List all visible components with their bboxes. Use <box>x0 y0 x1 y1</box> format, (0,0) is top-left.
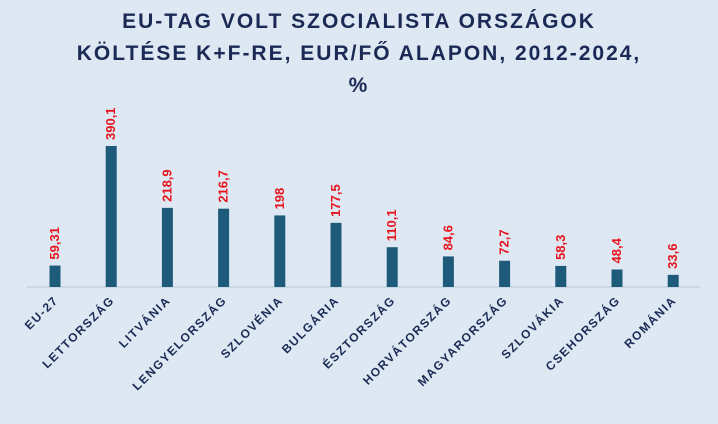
bar <box>218 208 230 287</box>
data-label: 177,5 <box>328 184 343 217</box>
bar <box>386 247 398 287</box>
category-label: MAGYARORSZÁG <box>414 293 511 390</box>
bar <box>49 265 61 287</box>
category-label: EU-27 <box>22 293 61 332</box>
bar <box>330 222 342 287</box>
chart-title-line-3: % <box>348 74 370 97</box>
data-label: 110,1 <box>384 209 399 241</box>
category-label: ROMÁNIA <box>621 293 680 352</box>
data-label: 59,31 <box>47 227 62 260</box>
category-label: LITVÁNIA <box>115 293 173 351</box>
chart-title-line-1: EU-TAG VOLT SZOCIALISTA ORSZÁGOK <box>122 10 596 33</box>
category-label: BULGÁRIA <box>278 293 342 357</box>
chart-title-line-2: KÖLTÉSE K+F-RE, EUR/FŐ ALAPON, 2012-2024… <box>76 42 642 65</box>
data-label: 72,7 <box>497 229 512 254</box>
bar <box>667 274 679 287</box>
data-label: 33,6 <box>665 244 680 269</box>
bar <box>274 215 286 287</box>
bar <box>442 256 454 287</box>
data-label: 216,7 <box>216 170 231 203</box>
data-label: 390,1 <box>103 107 118 140</box>
data-label: 48,4 <box>609 237 624 263</box>
data-label: 84,6 <box>440 225 455 250</box>
data-label: 198 <box>272 188 287 210</box>
bar <box>499 260 511 287</box>
bar <box>555 265 567 287</box>
data-label: 58,3 <box>553 235 568 260</box>
bar <box>105 146 117 287</box>
bar <box>161 207 173 287</box>
category-label: LENGYELORSZÁG <box>129 293 230 394</box>
data-label: 218,9 <box>159 169 174 202</box>
bar <box>611 269 623 287</box>
